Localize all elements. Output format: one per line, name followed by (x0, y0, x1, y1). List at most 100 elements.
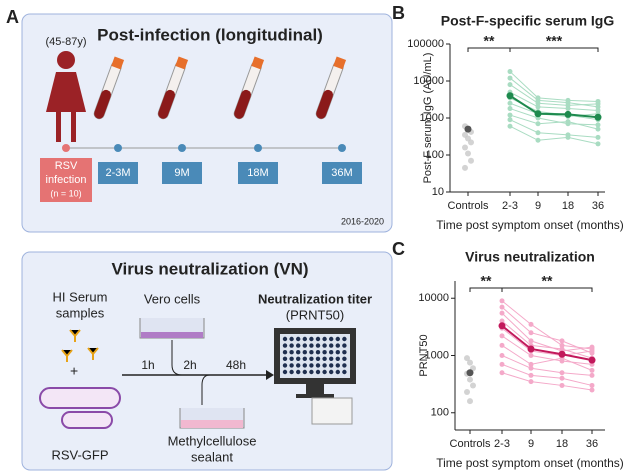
well (329, 363, 334, 368)
subject-point (535, 121, 541, 127)
x-tick-label: 36 (592, 200, 604, 212)
subject-point (565, 134, 571, 140)
subject-point (528, 365, 534, 371)
well (302, 369, 307, 375)
well (309, 343, 314, 348)
subject-point (589, 387, 595, 393)
timepoint-box (98, 162, 138, 184)
subject-line (501, 355, 593, 376)
panel-box (21, 251, 393, 471)
control-point (467, 398, 473, 405)
well (296, 356, 301, 361)
virus-icons (39, 387, 121, 429)
monitor-icon (274, 328, 356, 425)
well (315, 369, 321, 375)
timepoint-box (238, 162, 278, 184)
well (309, 356, 314, 361)
subject-point (589, 382, 595, 388)
sealant-label: sealant (191, 449, 233, 464)
years-label: 2016-2020 (341, 216, 384, 226)
subject-point (535, 137, 541, 143)
control-median (464, 125, 472, 133)
blood-tubes (93, 56, 347, 120)
well (322, 343, 327, 348)
well (342, 363, 347, 368)
infection-label: RSV (55, 160, 78, 172)
subject-line (509, 84, 599, 106)
control-point (467, 376, 473, 383)
well (322, 369, 327, 375)
y-tick-label: 100 (431, 407, 449, 419)
subject-point (499, 298, 505, 304)
subject-point (507, 69, 513, 75)
subject-line (501, 372, 593, 391)
well (302, 350, 307, 355)
virus-label: RSV-GFP (51, 447, 108, 462)
subject-line (509, 108, 599, 126)
woman-icon (46, 51, 86, 142)
step-label: 48h (226, 358, 246, 372)
well (282, 336, 288, 342)
subject-point (499, 333, 505, 339)
x-tick-label: 18 (562, 200, 574, 212)
median-point (527, 345, 535, 353)
well (322, 350, 327, 355)
antibody-icons (61, 329, 99, 362)
subject-line (501, 306, 593, 354)
subject-point (589, 344, 595, 350)
subject-point (507, 100, 513, 106)
well (322, 336, 327, 342)
control-median (466, 369, 474, 377)
subject-point (499, 353, 505, 358)
median-point (506, 92, 514, 100)
well (289, 363, 294, 368)
subject-point (589, 367, 595, 373)
chart-title: Post-F-specific serum IgG (441, 13, 615, 29)
y-tick-label: 1000 (420, 112, 444, 124)
control-point (468, 157, 474, 164)
subject-line (509, 125, 599, 145)
timepoint-box (162, 162, 202, 184)
well (342, 336, 347, 342)
x-axis-label: Time post symptom onset (months) (436, 218, 624, 232)
y-tick-label: 10000 (418, 292, 449, 304)
subject-line (509, 119, 599, 138)
timepoint-label: 18M (247, 167, 268, 179)
well (296, 336, 301, 342)
timepoint-label: 2-3M (105, 167, 130, 179)
process-arrow (201, 374, 211, 405)
y-axis-label: PRNT50 (418, 334, 430, 376)
subject-point (565, 119, 571, 125)
subject-line (509, 91, 599, 111)
panel-letter: B (392, 3, 405, 23)
well (315, 350, 321, 355)
well (289, 336, 294, 342)
median-line (501, 325, 593, 362)
well (342, 343, 347, 348)
subject-point (559, 346, 565, 352)
subject-point (565, 106, 571, 112)
n-label: (n = 10) (50, 188, 81, 198)
well (335, 356, 340, 361)
panel-title: Post-infection (longitudinal) (97, 25, 323, 44)
well (329, 343, 334, 348)
sealant-layer (181, 420, 243, 428)
well (296, 369, 301, 375)
subject-point (595, 141, 601, 147)
y-tick-label: 10000 (413, 75, 444, 87)
control-point (462, 144, 468, 151)
subject-point (535, 104, 541, 110)
significance-label: ** (481, 273, 492, 289)
subject-point (528, 372, 534, 378)
subject-point (499, 361, 505, 367)
subject-point (595, 101, 601, 107)
x-tick-label: 9 (535, 200, 541, 212)
cell-layer (141, 332, 203, 338)
x-tick-label: 18 (556, 438, 568, 450)
sealant-label: Methylcellulose (168, 433, 257, 448)
subject-point (589, 348, 595, 354)
subject-point (507, 82, 513, 88)
well (342, 356, 347, 361)
subject-line (509, 114, 599, 130)
well (329, 356, 334, 361)
